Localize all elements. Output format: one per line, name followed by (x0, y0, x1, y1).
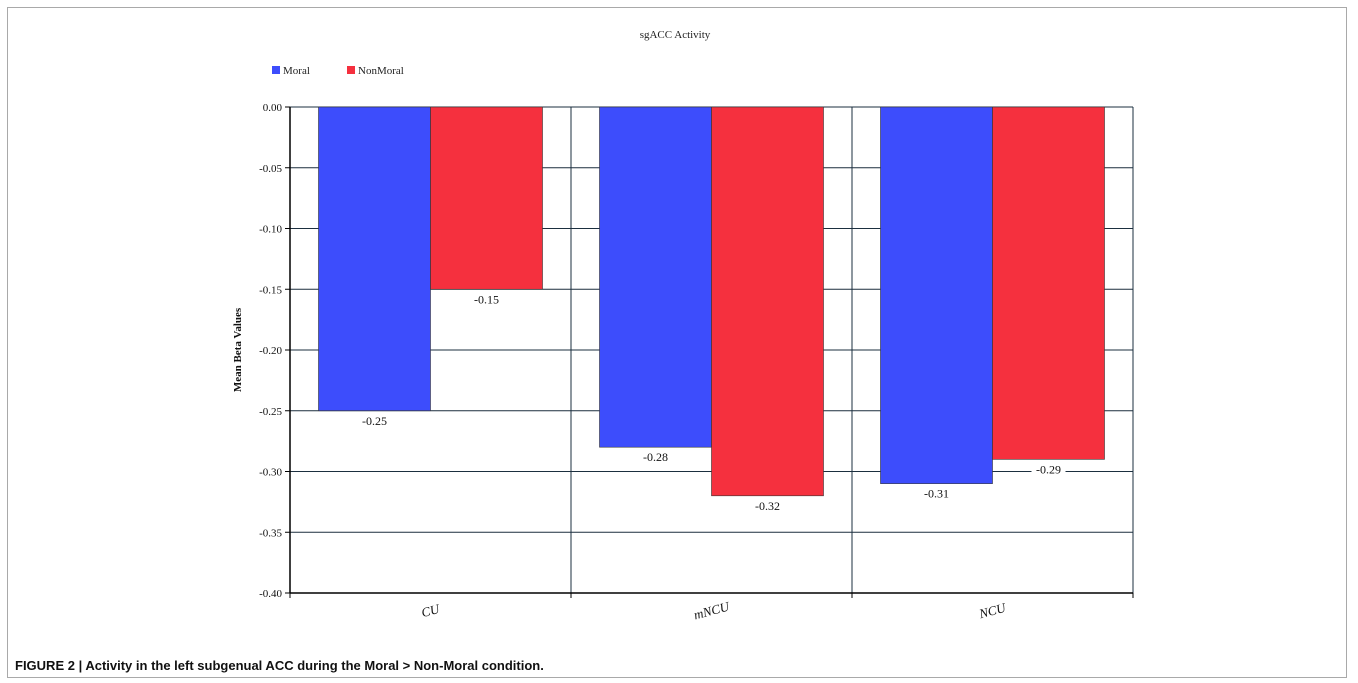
y-tick-label: -0.10 (259, 224, 282, 236)
y-tick-label: -0.30 (259, 467, 282, 479)
bar-nonmoral-ncu (992, 106, 1105, 460)
data-label: -0.31 (924, 487, 949, 501)
chart-title: sgACC Activity (640, 29, 711, 41)
data-label: -0.28 (643, 450, 668, 464)
legend-item-moral: Moral (272, 65, 310, 77)
bar-nonmoral-cu (430, 106, 543, 290)
data-label-bg (469, 291, 504, 307)
figure-caption: FIGURE 2 | Activity in the left subgenua… (15, 658, 544, 673)
y-tick-label: -0.05 (259, 163, 282, 175)
data-label: -0.32 (755, 499, 780, 513)
bar-moral-mncu (599, 106, 712, 448)
legend-item-nonmoral: NonMoral (347, 65, 404, 77)
y-tick-label: -0.25 (259, 406, 282, 418)
legend-label-nonmoral: NonMoral (358, 65, 404, 77)
y-tick-label: -0.20 (259, 345, 282, 357)
x-tick-label-ncu: NCU (977, 599, 1009, 621)
y-tick-label: 0.00 (263, 102, 283, 114)
legend-label-moral: Moral (283, 65, 310, 77)
data-labels: -0.25 -0.28 -0.31 -0.15 -0.32 -0.29 (357, 291, 1066, 513)
y-tick-label: -0.15 (259, 284, 282, 296)
data-label-bg (750, 497, 785, 513)
data-label-bg (357, 412, 392, 428)
y-axis-title: Mean Beta Values (232, 307, 244, 392)
bar-moral-ncu (880, 106, 993, 484)
x-tick-label-cu: CU (420, 601, 443, 621)
x-tick-label-mncu: mNCU (692, 598, 732, 622)
bar-moral-cu (318, 106, 431, 412)
data-label: -0.29 (1036, 462, 1061, 476)
bars (318, 106, 1105, 497)
data-label-bg (1031, 461, 1066, 477)
legend-swatch-nonmoral (347, 66, 355, 74)
bar-nonmoral-mncu (711, 106, 824, 497)
y-tick-label: -0.35 (259, 527, 282, 539)
y-tick-label: -0.40 (259, 588, 282, 600)
legend: Moral NonMoral (272, 65, 404, 77)
legend-swatch-moral (272, 66, 280, 74)
data-label: -0.25 (362, 414, 387, 428)
data-label: -0.15 (474, 292, 499, 306)
data-label-bg (919, 485, 954, 501)
axes: 0.00 -0.05 -0.10 -0.15 -0.20 -0.25 -0.30 -0.35 -… (259, 102, 1134, 622)
data-label-bg (638, 449, 673, 465)
